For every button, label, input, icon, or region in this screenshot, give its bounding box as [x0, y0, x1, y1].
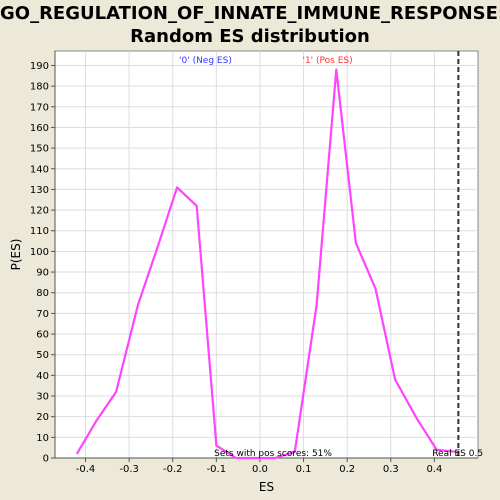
sets-with-pos-scores-label: Sets with pos scores: 51%: [214, 449, 332, 459]
y-tick-label: 120: [30, 206, 49, 217]
y-axis-label: P(ES): [9, 239, 23, 271]
y-tick-label: 0: [43, 454, 49, 465]
y-tick-label: 60: [36, 330, 49, 341]
chart-title-line1: GO_REGULATION_OF_INNATE_IMMUNE_RESPONSE:: [0, 3, 500, 24]
x-tick-label: 0.4: [426, 464, 442, 475]
y-tick-label: 80: [36, 288, 49, 299]
x-tick-label: -0.4: [76, 464, 96, 475]
grid: [55, 51, 478, 459]
x-tick-label: -0.2: [163, 464, 183, 475]
y-tick-label: 190: [30, 61, 49, 72]
ticks: 0 10 20 30 40 50 60 70 80 90 100 110 120 130 140 150 160…: [30, 61, 442, 475]
x-tick-label: -0.1: [207, 464, 227, 475]
y-tick-label: 50: [36, 350, 49, 361]
y-tick-label: 20: [36, 412, 49, 423]
y-tick-label: 140: [30, 164, 49, 175]
x-tick-label: -0.3: [119, 464, 139, 475]
y-tick-label: 90: [36, 268, 49, 279]
y-tick-label: 10: [36, 433, 49, 444]
x-tick-label: 0.2: [339, 464, 355, 475]
y-tick-label: 40: [36, 371, 49, 382]
series-line: [75, 68, 457, 460]
y-tick-label: 150: [30, 144, 49, 155]
series: [75, 68, 457, 460]
plot-area: [54, 50, 479, 459]
pos-es-label: '1' (Pos ES): [302, 56, 352, 66]
neg-es-label: '0' (Neg ES): [179, 56, 232, 66]
y-tick-label: 180: [30, 82, 49, 93]
y-tick-label: 30: [36, 392, 49, 403]
x-tick-label: 0.3: [383, 464, 399, 475]
y-tick-label: 70: [36, 309, 49, 320]
x-axis-label: ES: [259, 480, 274, 494]
y-tick-label: 130: [30, 185, 49, 196]
x-tick-label: 0.0: [252, 464, 268, 475]
y-tick-label: 170: [30, 102, 49, 113]
y-tick-label: 160: [30, 123, 49, 134]
real-es-label: Real ES 0.5: [432, 449, 483, 459]
x-tick-label: 0.1: [296, 464, 312, 475]
chart-title-line2: Random ES distribution: [130, 26, 370, 47]
y-tick-label: 110: [30, 226, 49, 237]
y-tick-label: 100: [30, 247, 49, 258]
chart-title: GO_REGULATION_OF_INNATE_IMMUNE_RESPONSE:…: [0, 2, 500, 48]
